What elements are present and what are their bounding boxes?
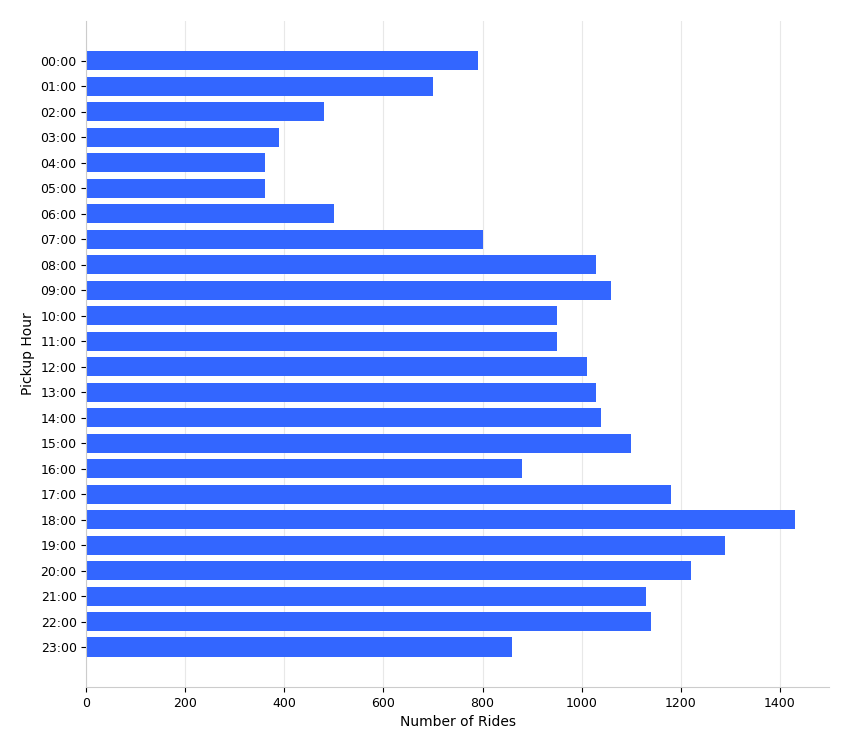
Bar bbox=[87, 510, 795, 530]
Bar bbox=[87, 332, 557, 351]
Bar bbox=[87, 536, 725, 555]
Bar bbox=[87, 638, 513, 656]
Y-axis label: Pickup Hour: Pickup Hour bbox=[21, 313, 35, 395]
Bar bbox=[87, 153, 264, 173]
Bar bbox=[87, 586, 646, 605]
Bar bbox=[87, 51, 478, 70]
Bar bbox=[87, 612, 651, 631]
Bar bbox=[87, 484, 671, 504]
Bar bbox=[87, 128, 280, 147]
Bar bbox=[87, 255, 597, 274]
Bar bbox=[87, 408, 601, 428]
Bar bbox=[87, 382, 597, 402]
Bar bbox=[87, 230, 483, 249]
Bar bbox=[87, 357, 586, 376]
Bar bbox=[87, 561, 690, 580]
Bar bbox=[87, 280, 611, 300]
X-axis label: Number of Rides: Number of Rides bbox=[400, 716, 516, 729]
Bar bbox=[87, 76, 433, 96]
Bar bbox=[87, 204, 334, 224]
Bar bbox=[87, 178, 264, 198]
Bar bbox=[87, 459, 522, 478]
Bar bbox=[87, 306, 557, 326]
Bar bbox=[87, 102, 324, 122]
Bar bbox=[87, 433, 631, 453]
